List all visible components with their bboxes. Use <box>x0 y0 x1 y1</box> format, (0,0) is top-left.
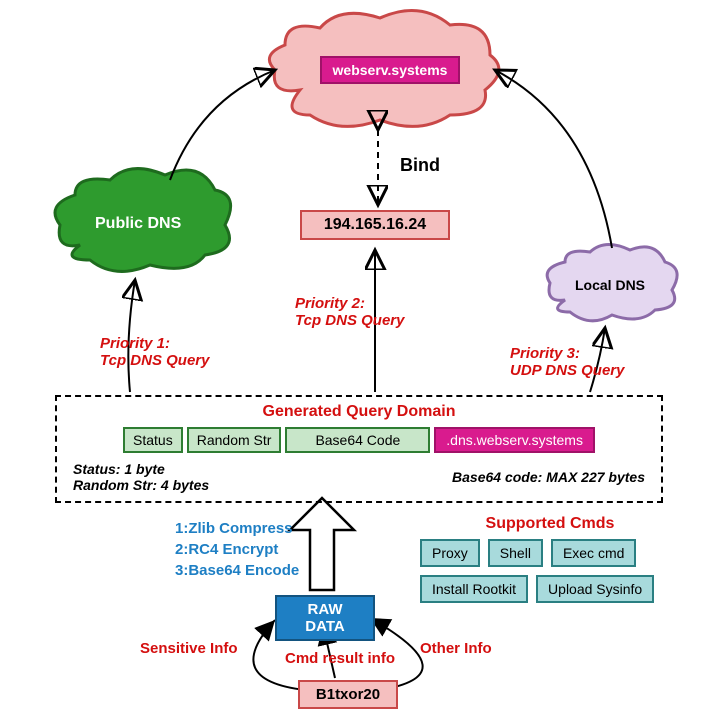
query-domain-box: Generated Query Domain Status Random Str… <box>55 395 663 503</box>
seg-domain: .dns.webserv.systems <box>434 427 595 453</box>
priority-2: Priority 2: Tcp DNS Query <box>295 295 404 329</box>
step-1: 1:Zlib Compress <box>175 518 299 539</box>
priority-2-line2: Tcp DNS Query <box>295 312 404 329</box>
arrow-public-to-webserv <box>170 70 275 180</box>
step-2: 2:RC4 Encrypt <box>175 539 299 560</box>
priority-1-line2: Tcp DNS Query <box>100 352 209 369</box>
cmd-sysinfo: Upload Sysinfo <box>536 575 654 603</box>
seg-random: Random Str <box>187 427 282 453</box>
webserv-label: webserv.systems <box>320 56 460 84</box>
ip-box: 194.165.16.24 <box>300 210 450 240</box>
priority-1-line1: Priority 1: <box>100 335 209 352</box>
note-base64: Base64 code: MAX 227 bytes <box>452 469 645 485</box>
priority-3: Priority 3: UDP DNS Query <box>510 345 624 379</box>
encoding-steps: 1:Zlib Compress 2:RC4 Encrypt 3:Base64 E… <box>175 518 299 581</box>
arrow-local-to-webserv <box>495 70 612 248</box>
seg-base64: Base64 Code <box>285 427 430 453</box>
step-3: 3:Base64 Encode <box>175 560 299 581</box>
local-dns-label: Local DNS <box>575 277 645 293</box>
cmd-result-label: Cmd result info <box>285 650 395 667</box>
supported-cmds-title: Supported Cmds <box>420 515 680 533</box>
note-random: Random Str: 4 bytes <box>73 477 209 493</box>
public-dns-label: Public DNS <box>95 215 181 233</box>
priority-3-line2: UDP DNS Query <box>510 362 624 379</box>
priority-1: Priority 1: Tcp DNS Query <box>100 335 209 369</box>
raw-data-box: RAW DATA <box>275 595 375 641</box>
query-domain-title: Generated Query Domain <box>67 403 651 421</box>
supported-cmds: Supported Cmds Proxy Shell Exec cmd Inst… <box>420 515 680 603</box>
arrow-raw-to-query <box>290 498 354 590</box>
bind-label: Bind <box>400 155 440 176</box>
source-box: B1txor20 <box>298 680 398 709</box>
priority-2-line1: Priority 2: <box>295 295 404 312</box>
cmd-exec: Exec cmd <box>551 539 636 567</box>
seg-status: Status <box>123 427 183 453</box>
other-info-label: Other Info <box>420 640 492 657</box>
sensitive-info-label: Sensitive Info <box>140 640 238 657</box>
cmd-proxy: Proxy <box>420 539 480 567</box>
cmd-rootkit: Install Rootkit <box>420 575 528 603</box>
cmd-shell: Shell <box>488 539 543 567</box>
note-status: Status: 1 byte <box>73 461 209 477</box>
priority-3-line1: Priority 3: <box>510 345 624 362</box>
